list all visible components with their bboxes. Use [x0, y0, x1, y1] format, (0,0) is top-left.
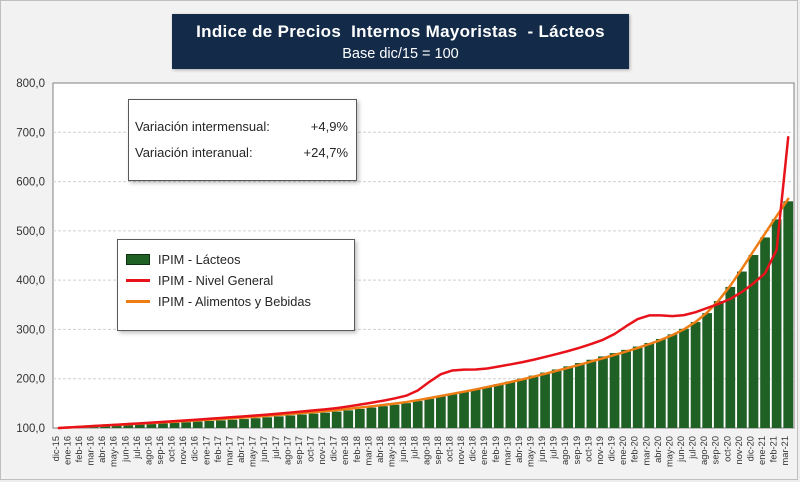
- svg-text:sep-16: sep-16: [155, 436, 165, 464]
- svg-text:abr-18: abr-18: [375, 436, 385, 463]
- svg-text:mar-16: mar-16: [86, 436, 96, 465]
- svg-text:oct-16: oct-16: [167, 436, 177, 462]
- svg-text:ago-20: ago-20: [699, 436, 709, 465]
- svg-text:feb-16: feb-16: [74, 436, 84, 462]
- svg-text:100,0: 100,0: [16, 423, 45, 435]
- svg-text:ene-16: ene-16: [62, 436, 72, 465]
- svg-text:jun-16: jun-16: [120, 436, 130, 463]
- svg-text:dic-19: dic-19: [607, 436, 617, 461]
- svg-text:abr-19: abr-19: [514, 436, 524, 463]
- svg-text:jul-16: jul-16: [132, 436, 142, 460]
- svg-text:nov-16: nov-16: [178, 436, 188, 464]
- svg-text:dic-18: dic-18: [468, 436, 478, 461]
- svg-text:dic-15: dic-15: [51, 436, 61, 461]
- svg-text:nov-19: nov-19: [595, 436, 605, 464]
- svg-text:300,0: 300,0: [16, 324, 45, 336]
- svg-text:500,0: 500,0: [16, 226, 45, 238]
- svg-text:ene-19: ene-19: [479, 436, 489, 465]
- svg-text:ago-18: ago-18: [421, 436, 431, 465]
- svg-text:oct-17: oct-17: [306, 436, 316, 462]
- svg-text:dic-16: dic-16: [190, 436, 200, 461]
- svg-text:oct-20: oct-20: [722, 436, 732, 462]
- svg-text:jul-17: jul-17: [271, 436, 281, 460]
- svg-text:ago-19: ago-19: [560, 436, 570, 465]
- svg-text:feb-20: feb-20: [630, 436, 640, 462]
- svg-text:ene-18: ene-18: [340, 436, 350, 465]
- svg-text:jun-17: jun-17: [259, 436, 269, 463]
- svg-text:feb-18: feb-18: [352, 436, 362, 462]
- svg-text:mar-17: mar-17: [224, 436, 234, 465]
- svg-text:may-20: may-20: [664, 436, 674, 467]
- svg-text:jul-19: jul-19: [549, 436, 559, 460]
- svg-text:dic-17: dic-17: [329, 436, 339, 461]
- svg-text:ago-16: ago-16: [143, 436, 153, 465]
- svg-text:ago-17: ago-17: [282, 436, 292, 465]
- svg-text:mar-19: mar-19: [502, 436, 512, 465]
- svg-text:jun-18: jun-18: [398, 436, 408, 463]
- svg-text:abr-16: abr-16: [97, 436, 107, 463]
- svg-text:dic-20: dic-20: [745, 436, 755, 461]
- svg-text:may-19: may-19: [525, 436, 535, 467]
- svg-text:sep-19: sep-19: [572, 436, 582, 464]
- svg-text:nov-18: nov-18: [456, 436, 466, 464]
- svg-text:feb-21: feb-21: [769, 436, 779, 462]
- svg-text:mar-18: mar-18: [363, 436, 373, 465]
- svg-text:abr-20: abr-20: [653, 436, 663, 463]
- svg-text:sep-17: sep-17: [294, 436, 304, 464]
- svg-text:sep-18: sep-18: [433, 436, 443, 464]
- svg-text:may-16: may-16: [109, 436, 119, 467]
- svg-text:mar-20: mar-20: [641, 436, 651, 465]
- svg-text:ene-21: ene-21: [757, 436, 767, 465]
- svg-text:jun-19: jun-19: [537, 436, 547, 463]
- svg-text:feb-19: feb-19: [491, 436, 501, 462]
- svg-text:600,0: 600,0: [16, 177, 45, 189]
- svg-text:may-18: may-18: [387, 436, 397, 467]
- svg-text:may-17: may-17: [248, 436, 258, 467]
- svg-text:jun-20: jun-20: [676, 436, 686, 463]
- svg-text:400,0: 400,0: [16, 275, 45, 287]
- svg-text:800,0: 800,0: [16, 78, 45, 90]
- svg-text:oct-19: oct-19: [583, 436, 593, 462]
- svg-text:200,0: 200,0: [16, 374, 45, 386]
- svg-text:feb-17: feb-17: [213, 436, 223, 462]
- svg-text:ene-20: ene-20: [618, 436, 628, 465]
- svg-text:ene-17: ene-17: [201, 436, 211, 465]
- svg-text:oct-18: oct-18: [444, 436, 454, 462]
- svg-text:jul-20: jul-20: [688, 436, 698, 460]
- svg-text:700,0: 700,0: [16, 127, 45, 139]
- svg-text:nov-20: nov-20: [734, 436, 744, 464]
- svg-text:nov-17: nov-17: [317, 436, 327, 464]
- svg-text:mar-21: mar-21: [780, 436, 790, 465]
- svg-text:jul-18: jul-18: [410, 436, 420, 460]
- svg-text:abr-17: abr-17: [236, 436, 246, 463]
- svg-text:sep-20: sep-20: [711, 436, 721, 464]
